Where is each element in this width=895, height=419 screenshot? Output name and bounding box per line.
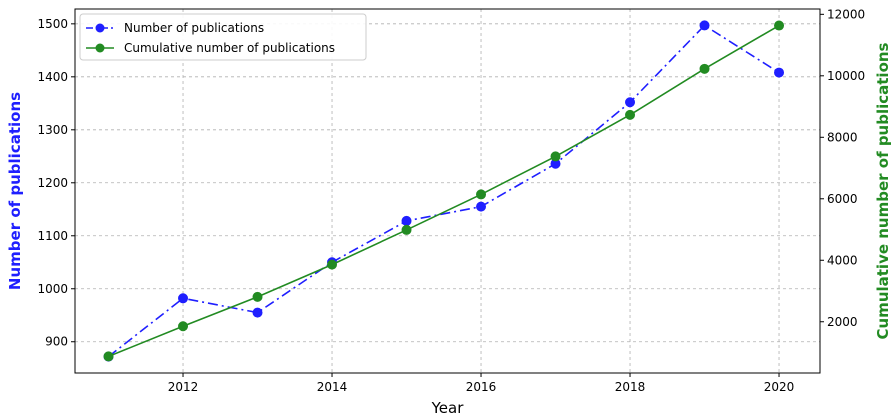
data-point (178, 321, 189, 332)
legend-label: Cumulative number of publications (124, 41, 335, 55)
x-axis-ticks: 2012 2014 2016 2018 2020 (168, 373, 795, 394)
right-tick-label: 6000 (827, 192, 858, 206)
legend-label: Number of publications (124, 21, 264, 35)
grid (75, 9, 820, 373)
x-tick-label: 2020 (764, 380, 795, 394)
left-axis-ticks: 900 1000 1100 1200 1300 1400 1500 (37, 17, 75, 349)
data-point (699, 63, 710, 74)
left-tick-label: 1200 (37, 176, 68, 190)
series-line (108, 24, 780, 358)
right-axis-ticks: 2000 4000 6000 8000 10000 12000 (820, 7, 865, 329)
legend-box (79, 13, 367, 61)
left-tick-label: 1500 (37, 17, 68, 31)
right-tick-label: 12000 (827, 7, 865, 21)
x-tick-label: 2016 (466, 380, 497, 394)
data-point (252, 291, 263, 302)
right-tick-label: 2000 (827, 315, 858, 329)
legend-entry-cumulative-number-of-publications: Cumulative number of publications (86, 41, 335, 55)
data-point (625, 97, 636, 108)
data-point (476, 189, 487, 200)
data-point (774, 67, 785, 78)
legend-marker (95, 43, 105, 53)
right-tick-label: 8000 (827, 130, 858, 144)
left-tick-label: 1000 (37, 282, 68, 296)
series-cumulative-number-of-publications (103, 20, 785, 362)
x-tick-label: 2012 (168, 380, 199, 394)
left-tick-label: 900 (45, 335, 68, 349)
legend-entry-number-of-publications: Number of publications (86, 21, 264, 35)
series-number-of-publications (103, 20, 785, 362)
x-tick-label: 2018 (615, 380, 646, 394)
data-point (401, 224, 412, 235)
data-point (401, 215, 412, 226)
left-tick-label: 1400 (37, 70, 68, 84)
legend-marker (95, 23, 105, 33)
series-layer (103, 20, 785, 362)
data-point (327, 259, 338, 270)
plot-frame (74, 8, 821, 374)
data-point (476, 201, 487, 212)
left-tick-label: 1100 (37, 229, 68, 243)
data-point (103, 351, 114, 362)
data-point (625, 109, 636, 120)
left-axis-title: Number of publications (6, 92, 24, 290)
data-point (178, 293, 189, 304)
right-tick-label: 10000 (827, 69, 865, 83)
data-point (550, 151, 561, 162)
data-point (774, 20, 785, 31)
left-tick-label: 1300 (37, 123, 68, 137)
right-axis-title: Cumulative number of publications (874, 42, 892, 339)
series-line (108, 24, 780, 358)
x-axis-title: Year (431, 399, 465, 417)
data-point (252, 307, 263, 318)
legend: Number of publications Cumulative number… (79, 13, 367, 61)
data-point (699, 20, 710, 31)
right-tick-label: 4000 (827, 253, 858, 267)
x-tick-label: 2014 (317, 380, 348, 394)
